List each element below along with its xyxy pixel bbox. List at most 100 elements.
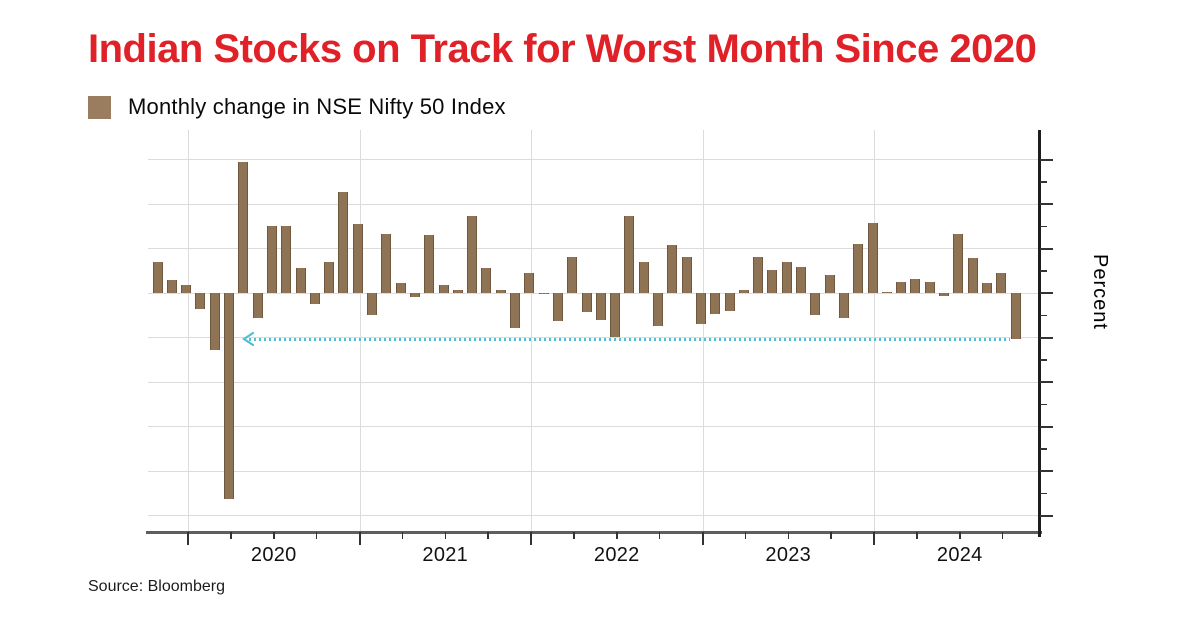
x-axis-major-tick [530,532,532,545]
y-axis-major-tick [1040,336,1053,339]
y-axis-major-tick [1040,514,1053,517]
bar-month-2023-10 [838,293,849,318]
x-axis-minor-tick [1001,532,1004,539]
y-axis-minor-tick [1040,448,1047,450]
y-axis-title: Percent [1089,254,1111,330]
bar-month-2021-09 [481,268,492,293]
legend-swatch-icon [88,95,111,119]
y-axis-line [1038,130,1041,537]
bar-month-2021-01 [367,293,377,316]
bar-month-2020-11 [338,191,349,293]
x-axis-minor-tick [744,532,747,539]
bar-month-2022-03 [567,257,578,293]
gridline-horizontal [148,426,1040,427]
bar-month-2020-05 [252,293,263,318]
bar-month-2024-06 [953,234,964,293]
bar-month-2022-04 [581,293,592,312]
bar-month-2021-12 [524,273,535,293]
bar-month-2023-08 [810,293,821,316]
bar-month-2023-12 [867,222,878,293]
bar-month-2024-05 [939,293,949,296]
source-text: Source: Bloomberg [88,578,225,595]
x-axis-year-label: 2023 [765,544,812,566]
bar-month-2024-04 [924,282,935,293]
bar-month-2023-03 [738,290,749,293]
x-axis-year-label: 2020 [250,544,297,566]
bar-month-2021-07 [452,290,463,293]
bar-month-2020-02 [209,293,220,350]
gridline-vertical [874,130,875,532]
x-axis-minor-tick [401,532,404,539]
x-axis-year-label: 2022 [593,544,640,566]
x-axis-minor-tick [658,532,661,539]
bar-month-2022-08 [638,261,649,293]
bar-month-2021-03 [395,283,406,293]
x-axis-minor-tick [273,532,275,539]
bar-month-2022-10 [667,244,678,293]
bar-month-2020-09 [309,293,320,304]
y-axis-major-tick [1040,470,1053,473]
bar-month-2020-06 [266,226,277,293]
y-axis-minor-tick [1040,403,1047,405]
bar-month-2022-07 [624,215,635,293]
legend-label: Monthly change in NSE Nifty 50 Index [128,94,506,119]
gridline-vertical [188,130,189,532]
x-axis-line [146,531,1042,534]
gridline-horizontal [148,470,1040,472]
bar-month-2022-09 [653,293,663,326]
x-axis-minor-tick [315,532,318,539]
bar-month-2021-05 [424,235,435,293]
gridline-horizontal [148,381,1040,383]
bar-month-2021-11 [510,293,520,328]
bar-month-2023-02 [724,293,735,311]
gridline-vertical [359,130,361,532]
bar-month-2024-08 [981,283,992,293]
bar-month-2024-03 [910,278,921,293]
bar-month-2022-05 [595,293,606,320]
y-axis-major-tick [1040,381,1053,384]
y-axis-major-tick [1040,203,1053,206]
x-axis-year-label: 2021 [422,544,469,566]
x-axis-major-tick [358,532,361,545]
gridline-horizontal [148,248,1040,249]
bar-month-2019-10 [152,261,163,293]
bar-month-2023-01 [710,293,721,315]
bar-month-2023-05 [767,269,778,293]
arrowhead-left-icon [242,332,255,347]
plot-area: 2020 2021 2022 2023 2024 [146,130,1053,566]
x-axis-minor-tick [787,532,789,539]
gridline-vertical [702,130,704,532]
x-axis-major-tick [187,532,189,545]
bar-month-2024-02 [896,282,907,293]
bar-month-2020-01 [195,293,206,310]
bar-month-2020-10 [324,261,335,293]
bar-month-2021-06 [438,284,449,293]
y-axis-minor-tick [1040,359,1047,361]
legend: Monthly change in NSE Nifty 50 Index [88,94,506,120]
x-axis-minor-tick [573,532,575,539]
bar-month-2024-10 [1010,293,1021,340]
y-axis-major-tick [1040,158,1053,161]
bar-month-2019-12 [181,284,192,293]
bar-month-2020-04 [238,162,249,293]
gridline-horizontal [148,337,1040,338]
x-axis-major-tick [701,532,704,545]
gridline-vertical [531,130,532,532]
x-axis-minor-tick [616,532,618,539]
bar-month-2020-08 [295,268,306,293]
y-axis-major-tick [1040,292,1053,295]
bar-month-2023-09 [824,275,835,293]
bar-month-2019-11 [166,279,177,293]
page-title: Indian Stocks on Track for Worst Month S… [88,27,1037,71]
x-axis-minor-tick [830,532,832,539]
x-axis-major-tick [873,532,875,545]
x-axis-minor-tick [444,532,446,539]
x-axis-minor-tick [959,532,961,539]
bar-month-2023-11 [853,244,864,293]
bar-month-2021-08 [467,215,478,293]
bar-month-2020-03 [224,293,234,500]
bar-month-2022-12 [695,293,706,325]
bar-month-2020-07 [281,226,292,293]
bar-month-2020-12 [352,223,363,293]
